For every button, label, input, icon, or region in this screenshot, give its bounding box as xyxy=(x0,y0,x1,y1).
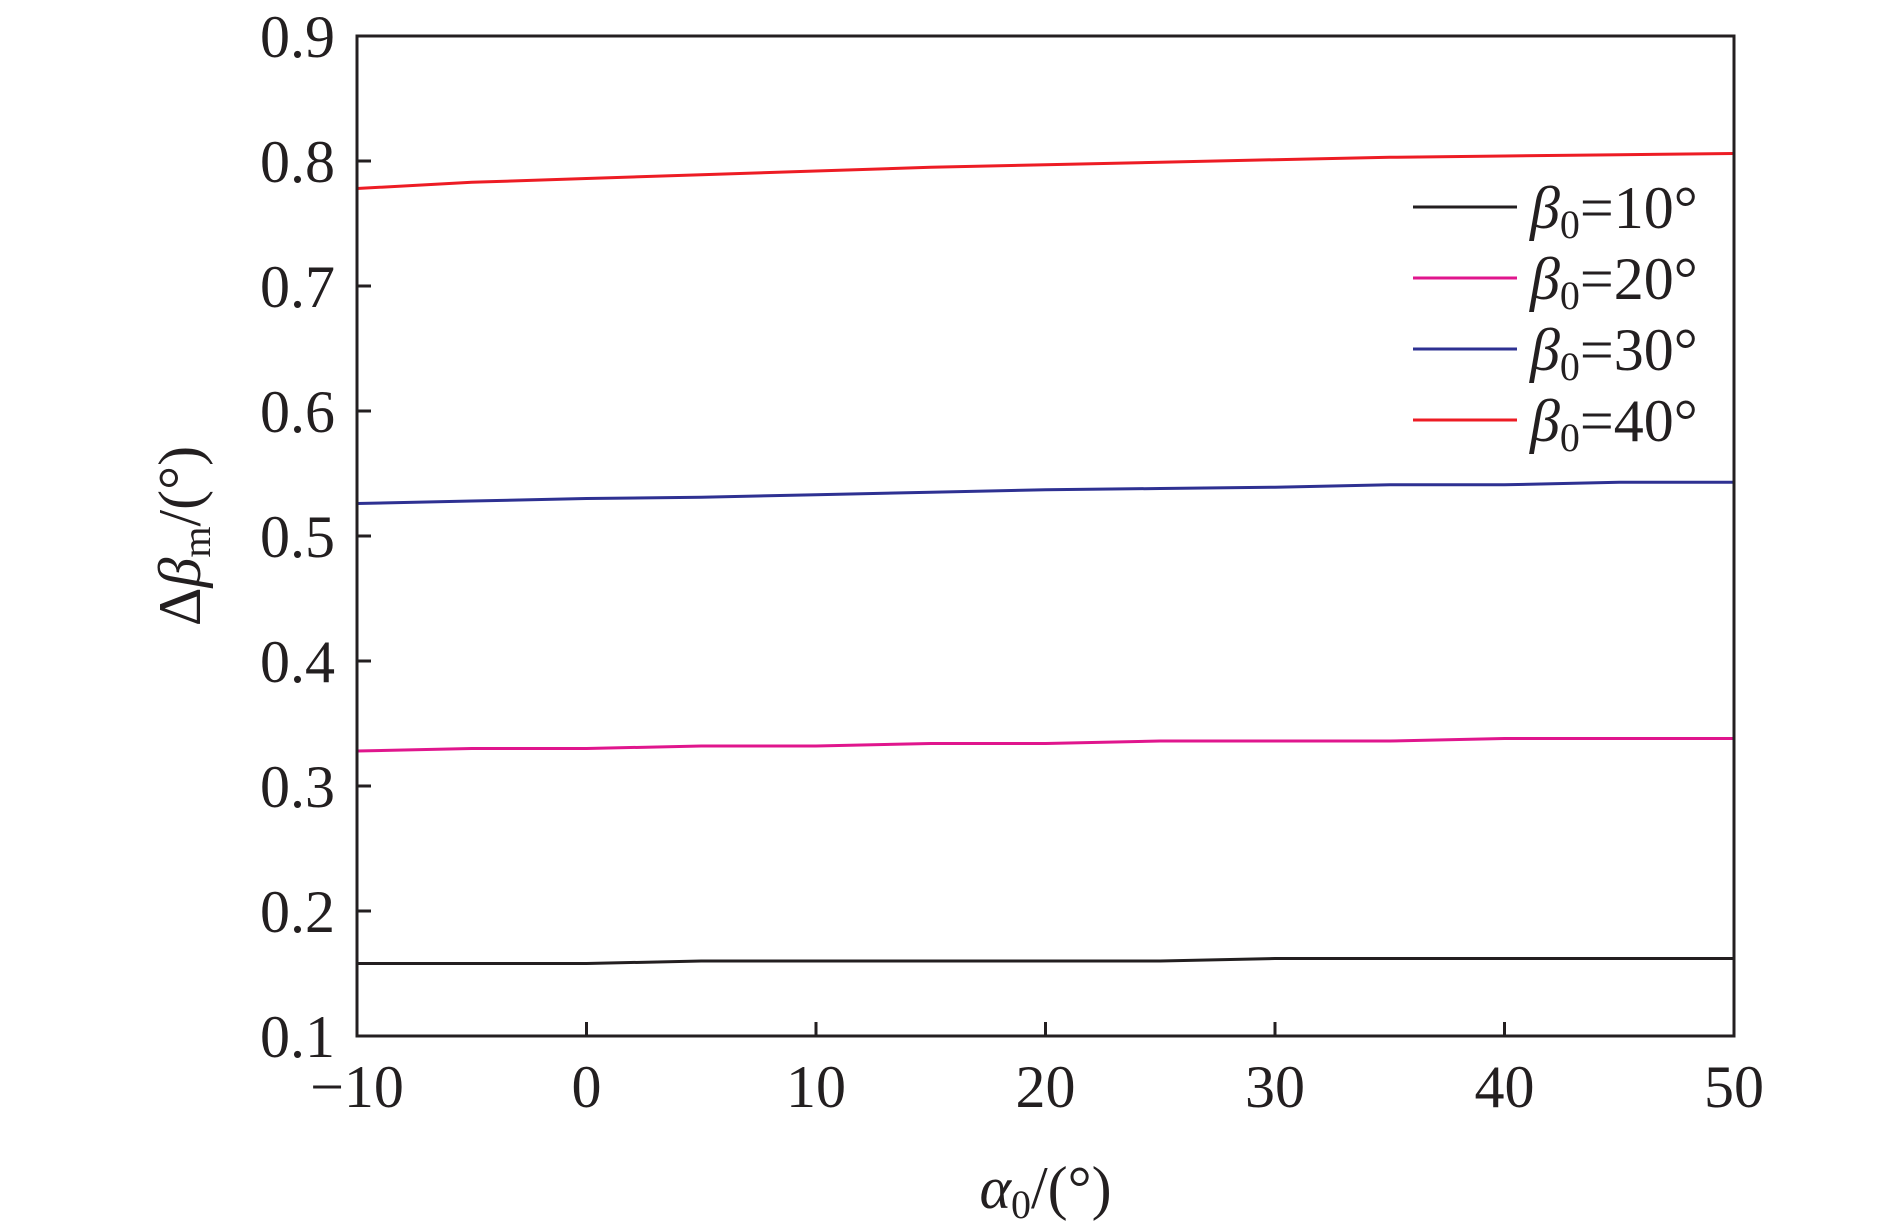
y-axis: 0.1 0.2 0.3 0.4 0.5 0.6 0.7 0.8 0.9 xyxy=(260,4,371,1070)
y-axis-title-unit: /(°) xyxy=(147,446,213,527)
y-tick-label: 0.1 xyxy=(260,1004,335,1070)
y-tick-label: 0.4 xyxy=(260,629,335,695)
y-tick-label: 0.3 xyxy=(260,754,335,820)
legend-label-2: β0=20° xyxy=(1529,246,1698,318)
x-tick-label: 30 xyxy=(1245,1054,1305,1120)
series-line-4 xyxy=(356,152,1735,190)
legend-label-1: β0=10° xyxy=(1529,175,1698,247)
y-tick-label: 0.9 xyxy=(260,4,335,70)
x-tick-label: 40 xyxy=(1475,1054,1535,1120)
x-axis-title: α0/(°) xyxy=(979,1155,1111,1224)
y-axis-title-prefix: Δ xyxy=(147,588,213,627)
x-tick-label: 0 xyxy=(572,1054,602,1120)
y-axis-title-symbol: β xyxy=(147,558,213,589)
series-layer xyxy=(356,152,1735,965)
series-line-1 xyxy=(357,957,1734,965)
y-axis-title: Δβm/(°) xyxy=(147,446,219,626)
y-axis-title-subscript: m xyxy=(174,527,219,558)
legend-label-4: β0=40° xyxy=(1529,388,1698,460)
y-tick-label: 0.6 xyxy=(260,379,335,445)
plot-frame xyxy=(355,34,1736,1038)
legend: β0=10°β0=20°β0=30°β0=40° xyxy=(1413,175,1698,460)
y-tick-label: 0.7 xyxy=(260,254,335,320)
y-tick-label: 0.8 xyxy=(260,129,335,195)
x-axis-title-subscript: 0 xyxy=(1011,1182,1031,1224)
x-tick-label: 20 xyxy=(1016,1054,1076,1120)
series-line-3 xyxy=(356,480,1734,505)
series-line-2 xyxy=(356,737,1734,753)
x-tick-label: −10 xyxy=(310,1054,404,1120)
x-tick-label: 50 xyxy=(1704,1054,1764,1120)
x-axis-title-symbol: α xyxy=(979,1155,1012,1221)
x-axis: −10 0 10 20 30 40 50 xyxy=(310,1022,1764,1120)
legend-label-3: β0=30° xyxy=(1529,317,1698,389)
y-tick-label: 0.2 xyxy=(260,879,335,945)
x-axis-title-unit: /(°) xyxy=(1031,1155,1112,1221)
y-tick-label: 0.5 xyxy=(260,504,335,570)
x-tick-label: 10 xyxy=(786,1054,846,1120)
